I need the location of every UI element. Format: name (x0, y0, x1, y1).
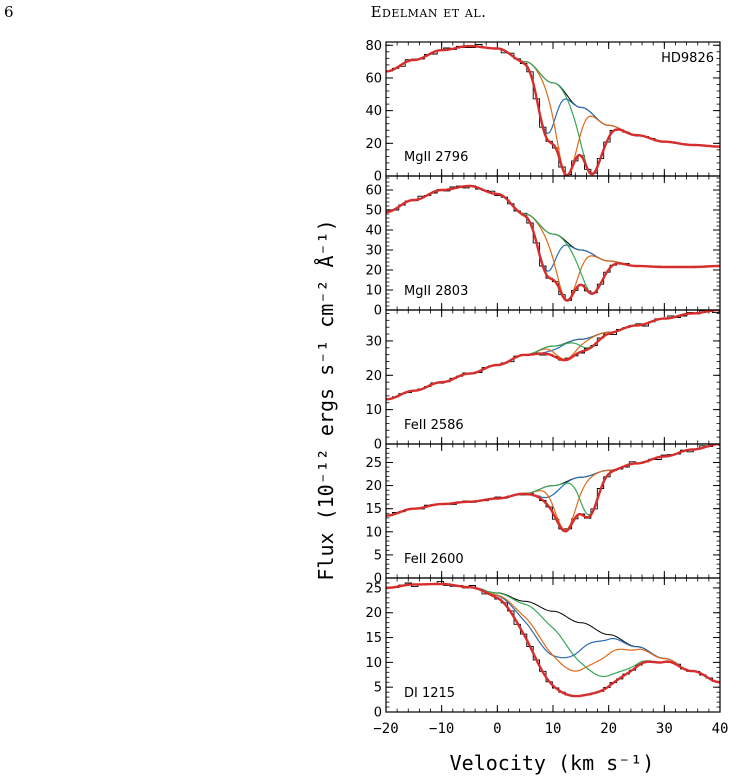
page-number: 6 (4, 3, 14, 21)
y-tick-label: 20 (365, 606, 382, 621)
x-axis-title: Velocity (km s⁻¹) (450, 751, 655, 775)
y-tick-label: 10 (365, 403, 382, 418)
y-tick-label: 20 (365, 369, 382, 384)
y-tick-label: 0 (374, 706, 382, 721)
y-tick-label: 0 (374, 304, 382, 319)
component-line-3 (386, 583, 720, 683)
fit-line (386, 582, 720, 698)
y-tick-label: 60 (365, 184, 382, 199)
x-tick-label: 40 (712, 721, 729, 737)
x-tick-label: −20 (373, 721, 398, 737)
panel-label: FeII 2586 (404, 418, 464, 433)
panel-1: 0 20 40 60 80 MgII 2796 HD9826 (365, 39, 721, 185)
y-tick-label: 20 (365, 479, 382, 494)
fit-line (386, 444, 720, 533)
y-tick-label: 10 (365, 656, 382, 671)
plot-area (386, 581, 720, 698)
y-tick-label: 5 (374, 548, 382, 563)
y-tick-label: 20 (365, 137, 382, 152)
plot-area (386, 444, 720, 533)
y-tick-label: 60 (365, 71, 382, 86)
y-tick-label: 50 (365, 204, 382, 219)
panel-frame (385, 577, 721, 713)
x-tick-label: −10 (429, 721, 454, 737)
component-line-3 (386, 185, 720, 294)
component-line-1 (386, 583, 720, 683)
panel-5: 0 5 10 15 20 25 DI 1215 (365, 577, 721, 721)
panel-label: MgII 2803 (404, 284, 468, 299)
fit-line (386, 184, 720, 302)
y-tick-label: 10 (365, 284, 382, 299)
x-tick-label: 20 (600, 721, 617, 737)
y-tick-label: 5 (374, 681, 382, 696)
fit-line (386, 44, 720, 176)
continuum-line (386, 185, 720, 268)
component-line-2 (386, 185, 720, 301)
y-tick-label: 15 (365, 502, 382, 517)
y-tick-label: 10 (365, 525, 382, 540)
y-tick-label: 40 (365, 104, 382, 119)
y-tick-label: 30 (365, 334, 382, 349)
y-tick-label: 0 (374, 572, 382, 587)
component-line-2 (386, 583, 720, 683)
continuum-line (386, 583, 720, 683)
y-axis-title: Flux (10⁻¹² ergs s⁻¹ cm⁻² Å⁻¹) (314, 219, 338, 580)
panel-label: FeII 2600 (404, 552, 464, 567)
y-tick-label: 25 (365, 456, 382, 471)
x-tick-label: 0 (493, 721, 501, 737)
y-tick-label: 0 (374, 170, 382, 185)
y-tick-label: 20 (365, 264, 382, 279)
y-tick-label: 40 (365, 224, 382, 239)
x-tick-label: 10 (545, 721, 562, 737)
y-tick-label: 0 (374, 438, 382, 453)
y-tick-label: 15 (365, 631, 382, 646)
y-tick-label: 80 (365, 39, 382, 54)
y-tick-label: 25 (365, 581, 382, 596)
star-label: HD9826 (661, 51, 714, 66)
running-head: Edelman et al. (370, 3, 487, 21)
fit-line (386, 310, 720, 401)
plot-area (386, 184, 720, 302)
plot-area (386, 44, 720, 176)
panel-2: 0 10 20 30 40 50 60 MgII 2803 (365, 175, 721, 319)
panel-label: MgII 2796 (404, 150, 468, 165)
data-histogram (386, 581, 720, 697)
x-tick-label: 30 (656, 721, 673, 737)
panel-4: 0 5 10 15 20 25 FeII 2600 (365, 443, 721, 587)
panel-3: 0 10 20 30 FeII 2586 (365, 309, 721, 453)
y-tick-label: 30 (365, 244, 382, 259)
panel-label: DI 1215 (404, 686, 455, 701)
plot-area (386, 310, 720, 401)
